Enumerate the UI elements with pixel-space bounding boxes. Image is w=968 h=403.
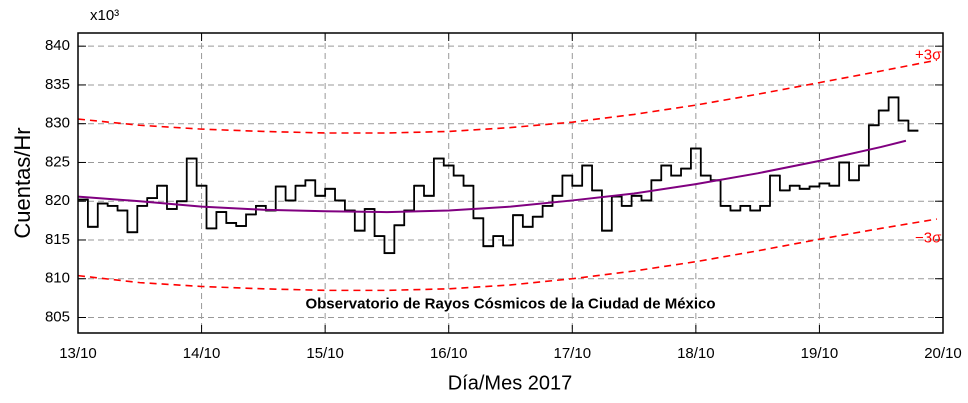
x-tick-label: 15/10 — [306, 345, 344, 362]
x-tick-label: 18/10 — [677, 345, 715, 362]
y-tick-label: 830 — [45, 115, 70, 132]
y-tick-label: 805 — [45, 308, 70, 325]
x-tick-label: 16/10 — [430, 345, 468, 362]
y-tick-label: 815 — [45, 231, 70, 248]
y-tick-label: 820 — [45, 192, 70, 209]
y-tick-label: 810 — [45, 270, 70, 287]
annotation: +3σ — [915, 46, 942, 63]
sigma-line — [77, 59, 937, 134]
x-tick-label: 20/10 — [924, 345, 962, 362]
x-tick-label: 17/10 — [554, 345, 592, 362]
x-tick-label: 13/10 — [59, 345, 97, 362]
x-tick-label: 14/10 — [183, 345, 221, 362]
y-axis-label: Cuentas/Hr — [10, 127, 35, 238]
step-outline — [78, 96, 919, 255]
y-tick-label: 835 — [45, 76, 70, 93]
y-tick-label: 825 — [45, 153, 70, 170]
annotation: −3σ — [915, 229, 942, 246]
annotation: Observatorio de Rayos Cósmicos de la Ciu… — [305, 295, 715, 312]
plot-frame — [77, 32, 944, 334]
x-tick-label: 19/10 — [801, 345, 839, 362]
sigma-line — [77, 218, 937, 292]
x-axis-label: Día/Mes 2017 — [448, 372, 573, 394]
fit-line — [77, 139, 907, 214]
axis-multiplier: x10³ — [90, 7, 119, 24]
y-tick-label: 840 — [45, 37, 70, 54]
